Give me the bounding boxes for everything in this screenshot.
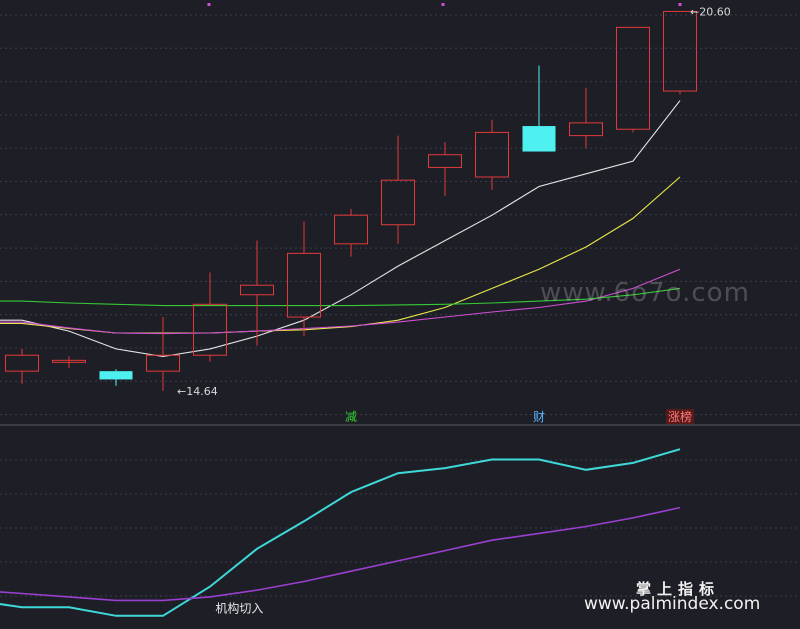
candle-body bbox=[616, 26, 650, 130]
moving-average-lines bbox=[0, 100, 681, 358]
candle-body bbox=[287, 252, 321, 318]
top-marker bbox=[678, 3, 682, 6]
candle-body bbox=[334, 214, 368, 245]
candle bbox=[240, 240, 274, 346]
ma-line-3 bbox=[0, 268, 681, 335]
price-annotation: ←14.64 bbox=[177, 385, 218, 398]
candle-body bbox=[99, 371, 133, 380]
brand-title: 掌上指标 bbox=[636, 580, 721, 598]
candle bbox=[146, 317, 180, 391]
top-marker bbox=[207, 3, 211, 6]
candle bbox=[569, 87, 603, 149]
signal-label: 减 bbox=[345, 410, 357, 424]
candle bbox=[381, 135, 415, 244]
candle bbox=[616, 26, 650, 133]
candle bbox=[193, 272, 227, 362]
candle-body bbox=[52, 359, 86, 363]
candle-body bbox=[240, 284, 274, 296]
brand-url: www.palmindex.com bbox=[584, 594, 761, 614]
candle-body bbox=[5, 354, 39, 372]
candle bbox=[428, 141, 462, 197]
candle bbox=[99, 369, 133, 386]
candle-body bbox=[193, 303, 227, 356]
candle bbox=[334, 208, 368, 257]
ma-line-1 bbox=[0, 100, 681, 358]
candle bbox=[287, 221, 321, 337]
signal-badge-bg bbox=[666, 409, 694, 424]
indicator-line-2 bbox=[0, 506, 681, 602]
ma-line-2 bbox=[0, 176, 681, 334]
price-annotation: ←20.60 bbox=[690, 5, 731, 18]
candle-body bbox=[381, 179, 415, 226]
candle bbox=[663, 10, 697, 95]
signal-label: 财 bbox=[533, 410, 545, 424]
candle bbox=[5, 348, 39, 384]
candlesticks bbox=[5, 10, 697, 391]
indicator-lines bbox=[0, 448, 681, 617]
ma-line-4 bbox=[0, 287, 681, 307]
indicator-line-1 bbox=[0, 448, 681, 617]
grid-lines bbox=[0, 3, 800, 597]
indicator-annotation: 机构切入 bbox=[215, 601, 263, 616]
candle bbox=[522, 65, 556, 152]
candle-body bbox=[428, 154, 462, 168]
candle-body bbox=[475, 131, 509, 178]
candle bbox=[475, 119, 509, 190]
watermark: www.6o7o.com bbox=[540, 278, 750, 308]
candle-body bbox=[522, 126, 556, 152]
candle-body bbox=[569, 122, 603, 137]
candle-body bbox=[146, 354, 180, 372]
candle-body bbox=[663, 10, 697, 92]
candle bbox=[52, 356, 86, 368]
top-marker bbox=[441, 3, 445, 6]
signal-label: 涨榜 bbox=[668, 409, 692, 424]
